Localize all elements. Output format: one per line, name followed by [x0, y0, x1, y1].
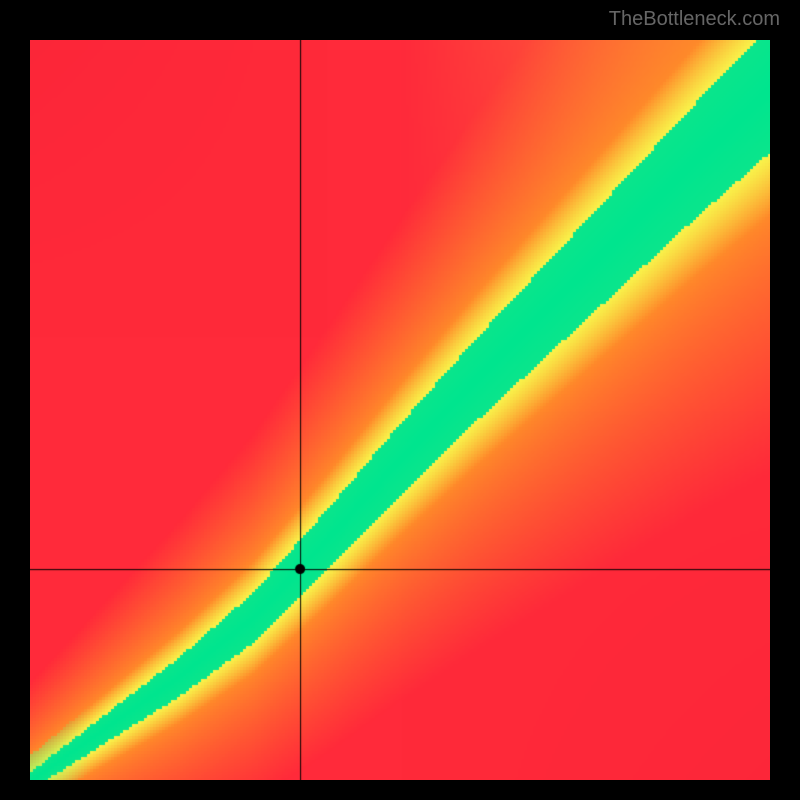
bottleneck-heatmap [30, 40, 770, 780]
watermark-text: TheBottleneck.com [609, 8, 780, 31]
heatmap-canvas [30, 40, 770, 780]
